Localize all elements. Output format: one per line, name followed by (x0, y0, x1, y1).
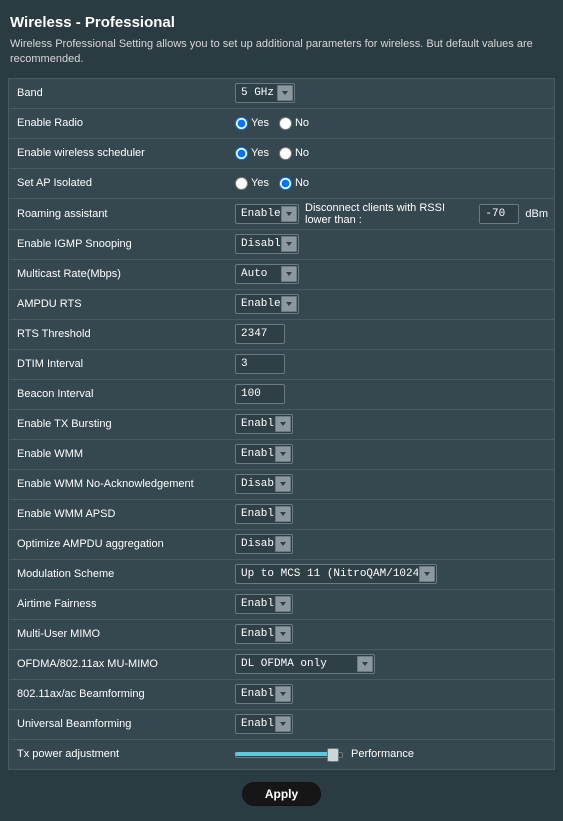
radio-no[interactable]: No (279, 117, 309, 130)
radio-yes[interactable]: Yes (235, 177, 269, 190)
ofdma-select[interactable]: DL OFDMA only (235, 654, 375, 674)
apply-button[interactable]: Apply (242, 782, 321, 806)
label-ofdma: OFDMA/802.11ax MU-MIMO (9, 653, 231, 675)
label-rts-threshold: RTS Threshold (9, 323, 231, 345)
dtim-input[interactable] (235, 354, 285, 374)
roaming-rssi-input[interactable] (479, 204, 519, 224)
modulation-select[interactable]: Up to MCS 11 (NitroQAM/1024-QAM) (235, 564, 437, 584)
label-ampdu-rts: AMPDU RTS (9, 293, 231, 315)
radio-yes-input[interactable] (235, 177, 248, 190)
beacon-input[interactable] (235, 384, 285, 404)
label-wmm: Enable WMM (9, 443, 231, 465)
label-wireless-scheduler: Enable wireless scheduler (9, 142, 231, 164)
wmm-noack-select[interactable]: Disable (235, 474, 293, 494)
beamforming-univ-select[interactable]: Enable (235, 714, 293, 734)
label-beamforming-universal: Universal Beamforming (9, 713, 231, 735)
label-tx-power: Tx power adjustment (9, 743, 231, 765)
ampdu-agg-select[interactable]: Disable (235, 534, 293, 554)
label-dtim-interval: DTIM Interval (9, 353, 231, 375)
label-mu-mimo: Multi-User MIMO (9, 623, 231, 645)
tx-power-mode: Performance (351, 748, 414, 760)
label-tx-bursting: Enable TX Bursting (9, 413, 231, 435)
radio-yes[interactable]: Yes (235, 117, 269, 130)
wireless-scheduler-group: Yes No (235, 147, 309, 160)
radio-no[interactable]: No (279, 147, 309, 160)
label-wmm-noack: Enable WMM No-Acknowledgement (9, 473, 231, 495)
wmm-apsd-select[interactable]: Enable (235, 504, 293, 524)
igmp-select[interactable]: Disable (235, 234, 299, 254)
label-wmm-apsd: Enable WMM APSD (9, 503, 231, 525)
roaming-unit: dBm (525, 208, 548, 220)
label-modulation-scheme: Modulation Scheme (9, 563, 231, 585)
radio-yes-input[interactable] (235, 147, 248, 160)
label-band: Band (9, 82, 231, 104)
slider-knob[interactable] (327, 748, 339, 762)
multicast-select[interactable]: Auto (235, 264, 299, 284)
mu-mimo-select[interactable]: Enable (235, 624, 293, 644)
radio-no-input[interactable] (279, 147, 292, 160)
ampdu-rts-select[interactable]: Enable (235, 294, 299, 314)
slider-fill (235, 752, 332, 756)
label-enable-radio: Enable Radio (9, 112, 231, 134)
enable-radio-group: Yes No (235, 117, 309, 130)
tx-bursting-select[interactable]: Enable (235, 414, 293, 434)
radio-no-input[interactable] (279, 117, 292, 130)
label-ampdu-aggregation: Optimize AMPDU aggregation (9, 533, 231, 555)
radio-no-input[interactable] (279, 177, 292, 190)
label-airtime-fairness: Airtime Fairness (9, 593, 231, 615)
label-multicast-rate: Multicast Rate(Mbps) (9, 263, 231, 285)
ap-isolated-group: Yes No (235, 177, 309, 190)
radio-yes[interactable]: Yes (235, 147, 269, 160)
band-select[interactable]: 5 GHz (235, 83, 295, 103)
label-igmp-snooping: Enable IGMP Snooping (9, 233, 231, 255)
beamforming-ac-select[interactable]: Enable (235, 684, 293, 704)
settings-panel: Band 5 GHz Enable Radio Yes No Enable wir… (8, 78, 555, 770)
radio-yes-input[interactable] (235, 117, 248, 130)
wmm-select[interactable]: Enable (235, 444, 293, 464)
radio-no[interactable]: No (279, 177, 309, 190)
roaming-note: Disconnect clients with RSSI lower than … (305, 202, 473, 226)
label-beamforming-ac: 802.11ax/ac Beamforming (9, 683, 231, 705)
page-title: Wireless - Professional (8, 10, 555, 37)
label-ap-isolated: Set AP Isolated (9, 172, 231, 194)
roaming-select[interactable]: Enable (235, 204, 299, 224)
rts-threshold-input[interactable] (235, 324, 285, 344)
label-beacon-interval: Beacon Interval (9, 383, 231, 405)
airtime-select[interactable]: Enable (235, 594, 293, 614)
label-roaming-assistant: Roaming assistant (9, 203, 231, 225)
tx-power-slider[interactable] (235, 749, 343, 759)
page-subtitle: Wireless Professional Setting allows you… (8, 37, 555, 78)
